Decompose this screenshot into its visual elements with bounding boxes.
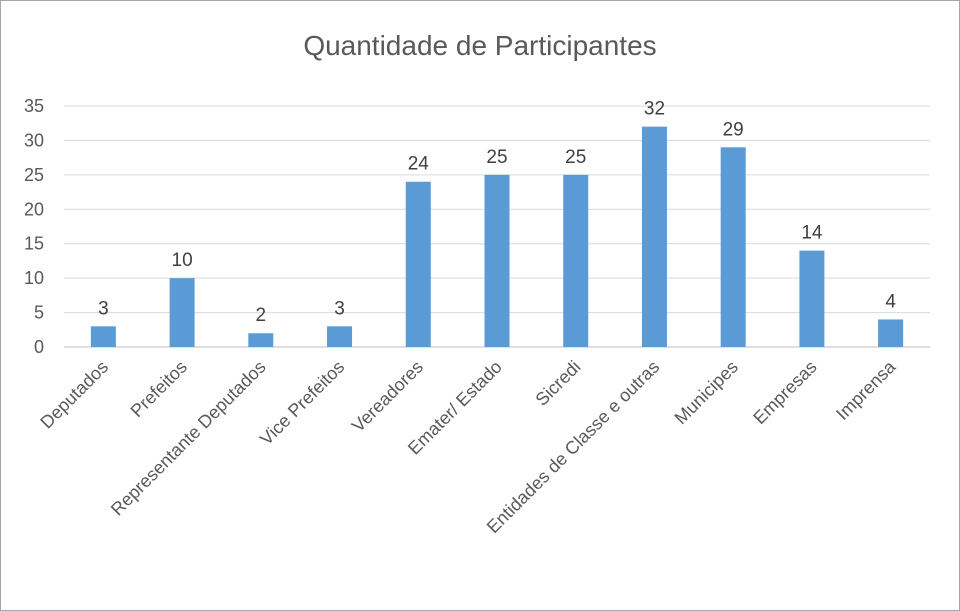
data-label: 25 <box>486 147 507 168</box>
y-tick-label: 20 <box>24 199 44 219</box>
data-label: 32 <box>644 99 665 120</box>
y-tick-label: 5 <box>34 303 44 323</box>
data-label: 3 <box>334 298 345 319</box>
y-tick-label: 30 <box>24 130 44 150</box>
bar <box>878 319 904 347</box>
bar <box>563 174 589 347</box>
x-tick-label: Empresas <box>749 357 820 428</box>
data-label: 4 <box>885 291 896 312</box>
y-tick-label: 15 <box>24 234 44 254</box>
chart-title: Quantidade de Participantes <box>303 30 657 61</box>
data-label: 2 <box>256 305 267 326</box>
x-tick-label: Entidades de Classe e outras <box>483 357 663 537</box>
x-tick-label: Representante Deputados <box>107 357 270 520</box>
data-label: 25 <box>565 147 586 168</box>
y-tick-label: 35 <box>24 96 44 116</box>
data-label: 14 <box>801 223 823 244</box>
x-tick-label: Sicredi <box>532 357 585 410</box>
data-label: 3 <box>98 298 109 319</box>
x-tick-label: Deputados <box>36 357 112 433</box>
bar <box>90 326 116 347</box>
x-tick-label: Vice Prefeitos <box>256 357 348 449</box>
y-tick-label: 10 <box>24 268 44 288</box>
x-tick-label: Municipes <box>671 357 742 428</box>
y-tick-label: 25 <box>24 165 44 185</box>
data-label: 24 <box>408 154 430 175</box>
y-tick-label: 0 <box>34 337 44 357</box>
bar <box>248 333 274 347</box>
bar <box>169 278 195 347</box>
bar <box>720 147 746 347</box>
bar <box>405 181 431 347</box>
bar <box>484 174 510 347</box>
x-tick-label: Prefeitos <box>127 357 191 421</box>
data-label: 10 <box>172 250 193 271</box>
data-label: 29 <box>723 119 744 140</box>
bar <box>327 326 353 347</box>
bar <box>641 126 667 348</box>
x-tick-label: Vereadores <box>348 357 427 436</box>
bar <box>799 250 825 347</box>
x-tick-label: Imprensa <box>832 356 900 424</box>
